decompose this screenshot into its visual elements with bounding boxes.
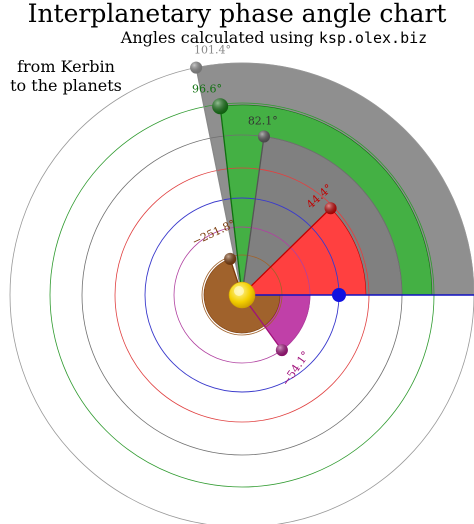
angle-label-jool: 96.6° [192, 82, 222, 95]
page-subtitle: Angles calculated using ksp.olex.biz [74, 28, 474, 48]
dot-eve-shade [275, 344, 288, 357]
dot-moho-shade [224, 252, 237, 265]
angle-label-dres: 82.1° [248, 115, 278, 128]
orbit-eeloo [9, 62, 474, 524]
subtitle-site: ksp.olex.biz [318, 29, 428, 47]
page-title: Interplanetary phase angle chart [27, 0, 447, 28]
sun-highlight [234, 286, 244, 296]
planet-dots [190, 61, 337, 357]
side-note-line-1: from Kerbin [17, 57, 115, 76]
kerbin-dot [332, 288, 346, 302]
dot-dres-shade [257, 130, 270, 143]
dot-duna-shade [324, 202, 337, 215]
ray-duna [241, 207, 332, 296]
subtitle-prefix: Angles calculated using [120, 28, 319, 47]
phase-wedges [195, 62, 474, 351]
ray-dres [241, 136, 265, 296]
side-note: from Kerbin to the planets [2, 57, 130, 95]
side-note-line-2: to the planets [10, 76, 122, 95]
dot-jool-shade [212, 98, 229, 115]
ray-jool [219, 106, 243, 296]
dot-eeloo-shade [190, 61, 203, 74]
angle-label-eeloo: 101.4° [194, 44, 231, 57]
